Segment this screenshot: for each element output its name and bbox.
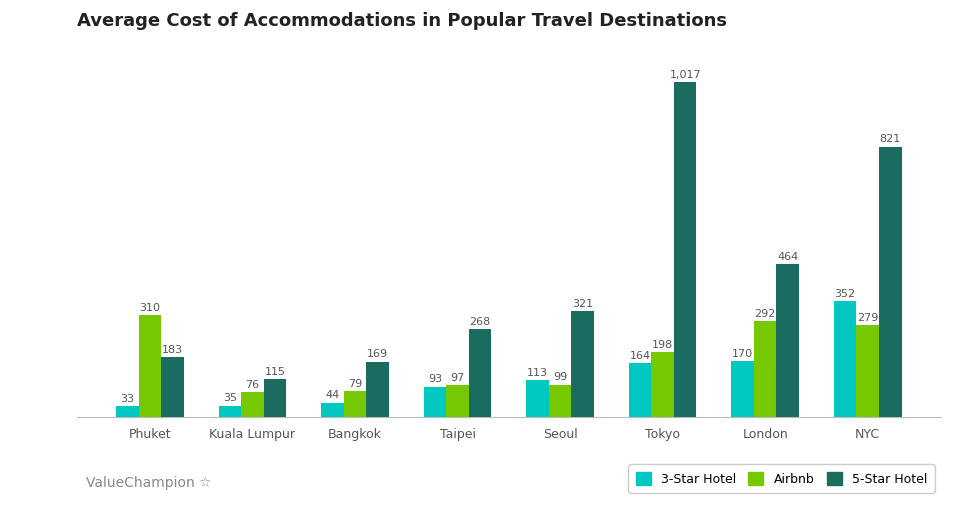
Text: 183: 183: [162, 344, 183, 354]
Bar: [423, 387, 446, 417]
Bar: [732, 361, 754, 417]
Text: 321: 321: [572, 299, 593, 308]
Text: 99: 99: [553, 372, 567, 382]
Bar: [241, 392, 264, 417]
Bar: [344, 391, 367, 417]
Text: 821: 821: [879, 134, 900, 144]
Text: 1,017: 1,017: [669, 70, 701, 80]
Bar: [834, 302, 856, 417]
Text: 164: 164: [630, 350, 651, 360]
Text: 44: 44: [325, 390, 340, 400]
Text: 198: 198: [652, 339, 673, 349]
Bar: [674, 83, 696, 417]
Bar: [468, 329, 492, 417]
Legend: 3-Star Hotel, Airbnb, 5-Star Hotel: 3-Star Hotel, Airbnb, 5-Star Hotel: [628, 464, 934, 493]
Bar: [549, 385, 571, 417]
Text: 268: 268: [469, 316, 491, 326]
Text: Average Cost of Accommodations in Popular Travel Destinations: Average Cost of Accommodations in Popula…: [77, 12, 727, 31]
Text: 113: 113: [527, 367, 548, 377]
Text: 464: 464: [777, 251, 799, 262]
Text: 115: 115: [265, 366, 285, 376]
Text: 35: 35: [223, 392, 237, 403]
Bar: [629, 363, 651, 417]
Bar: [219, 406, 241, 417]
Text: ValueChampion ☆: ValueChampion ☆: [86, 475, 212, 489]
Bar: [571, 312, 594, 417]
Bar: [651, 352, 674, 417]
Bar: [161, 357, 183, 417]
Bar: [446, 385, 468, 417]
Bar: [879, 148, 901, 417]
Bar: [116, 407, 138, 417]
Bar: [138, 316, 161, 417]
Text: 93: 93: [428, 374, 442, 383]
Bar: [526, 380, 549, 417]
Text: 33: 33: [120, 393, 134, 403]
Text: 352: 352: [834, 289, 855, 298]
Text: 292: 292: [755, 308, 776, 318]
Text: 279: 279: [857, 313, 878, 322]
Text: 97: 97: [450, 372, 465, 382]
Text: 170: 170: [732, 348, 754, 358]
Bar: [264, 380, 286, 417]
Text: 169: 169: [367, 349, 388, 358]
Bar: [856, 326, 879, 417]
Bar: [777, 265, 799, 417]
Bar: [367, 362, 389, 417]
Text: 310: 310: [139, 302, 160, 312]
Text: 76: 76: [246, 379, 259, 389]
Text: 79: 79: [348, 378, 362, 388]
Bar: [754, 321, 777, 417]
Bar: [322, 403, 344, 417]
